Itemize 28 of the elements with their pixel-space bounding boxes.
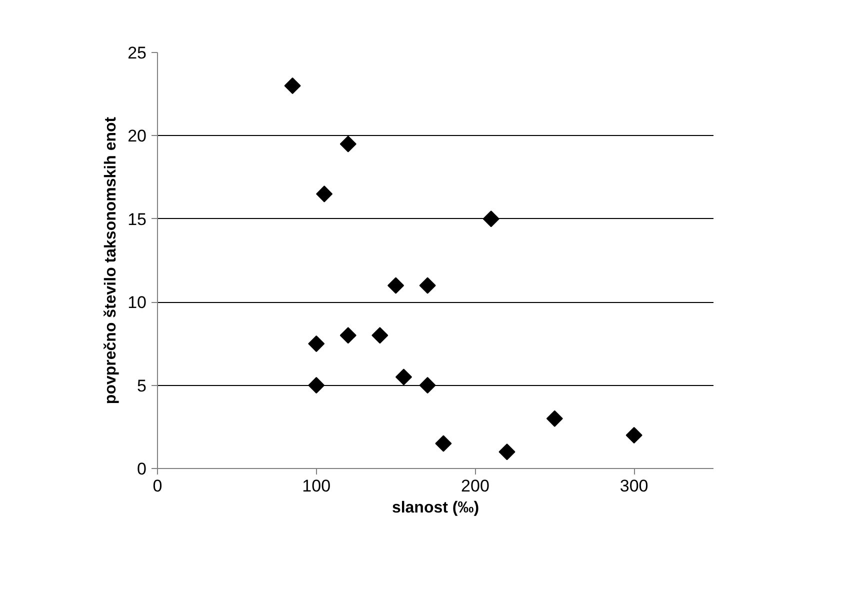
y-tick-label: 25 [128,44,147,62]
point [284,78,301,94]
x-tick-label: 200 [461,476,490,496]
point [546,410,563,427]
y-tick-label: 20 [128,126,147,146]
y-tick-label: 15 [128,210,147,229]
x-tick-label: 100 [302,476,331,496]
point [435,435,452,452]
point [498,444,516,460]
y-tick-label: 0 [137,460,147,478]
point [308,377,325,394]
x-tick-label: 0 [152,476,162,496]
point [419,277,436,294]
point [340,327,356,344]
point [340,136,356,152]
point [388,277,404,294]
point [308,335,325,352]
point [419,377,436,394]
point [395,368,412,386]
y-tick-label: 10 [128,293,147,312]
point [372,327,388,344]
x-tick-label: 300 [620,476,648,496]
point [482,210,500,228]
point [316,186,333,202]
y-axis-title: povprečno število taksonomskih enot [102,116,120,404]
point [626,426,642,444]
y-tick-label: 5 [137,376,147,396]
x-axis-title: slanost (‰) [392,500,480,516]
